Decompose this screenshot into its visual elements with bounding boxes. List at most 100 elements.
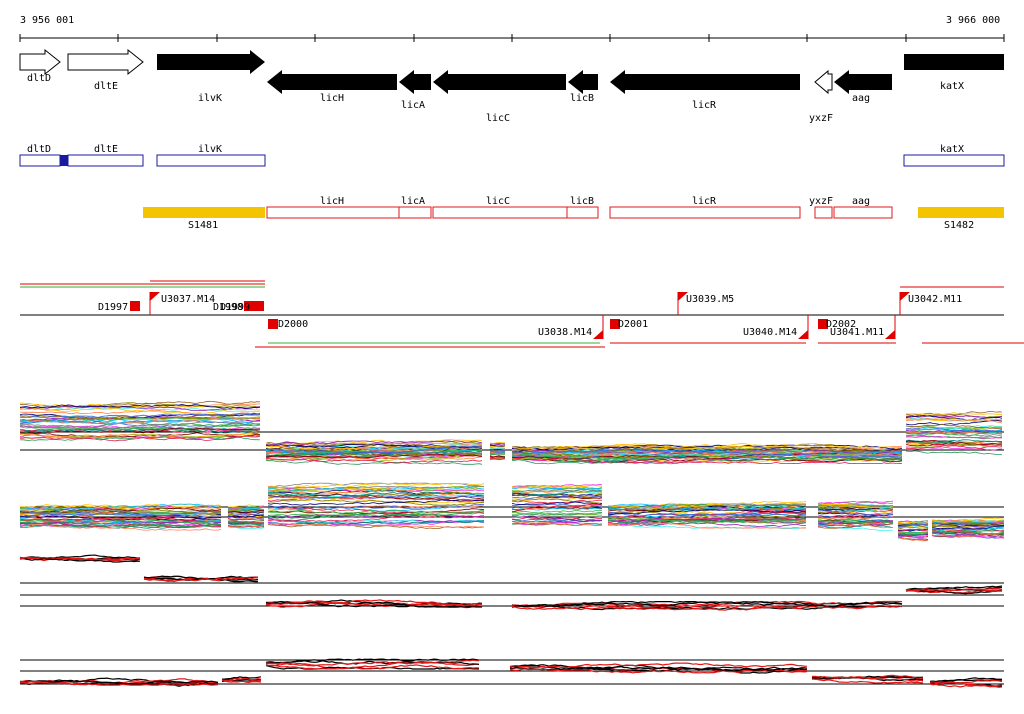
expression-profile-line: [267, 490, 485, 497]
expression-profile-line: [906, 446, 1003, 451]
blue-box-dltD[interactable]: [19, 154, 61, 167]
feature-U3039[interactable]: U3039.M5: [677, 292, 734, 315]
blue-box-dltE[interactable]: [67, 154, 144, 167]
expression-profile-line: [19, 504, 222, 511]
gene-arrow-licB[interactable]: licB: [568, 70, 598, 104]
expression-profile-line: [897, 537, 929, 542]
gene-arrow-licH[interactable]: licH: [267, 70, 397, 104]
feature-U3040[interactable]: U3040.M14: [743, 315, 809, 339]
expression-profile-line: [607, 524, 806, 530]
expression-profile-line: [607, 516, 807, 522]
expression-profile-line: [267, 491, 485, 499]
expression-profile-line: [19, 417, 260, 425]
expression-profile-line: [221, 679, 262, 683]
expression-profile-line: [19, 524, 222, 531]
expression-profile-line: [897, 531, 929, 535]
expression-profile-line: [607, 503, 807, 510]
feature-D1997[interactable]: D1997: [98, 301, 140, 313]
gene-label-licA: licA: [401, 100, 425, 111]
expression-profile-line: [265, 661, 480, 670]
expression-profile-line: [489, 449, 506, 452]
blue-box-katX[interactable]: [903, 154, 1005, 167]
expression-profile-line: [905, 450, 1002, 455]
gene-arrow-dltE[interactable]: dltE: [67, 48, 144, 92]
expression-profile-line: [19, 402, 261, 409]
expression-panel-3: [19, 554, 1004, 611]
expression-profile-line: [511, 448, 903, 457]
feature-label-U3038: U3038.M14: [538, 327, 592, 338]
feature-D1998[interactable]: D1998 D1999: [213, 301, 264, 313]
expression-profile-line: [265, 456, 483, 461]
blue-box-ilvK[interactable]: [156, 154, 266, 167]
expression-profile-line: [905, 410, 1003, 416]
feature-U3037[interactable]: U3037.M14: [149, 292, 215, 315]
expression-profile-line: [19, 520, 222, 527]
feature-U3041[interactable]: U3041.M11: [830, 315, 896, 339]
expression-profile-line: [511, 452, 903, 459]
blue-label-ilvK: ilvK: [198, 144, 222, 155]
gene-arrow-licC[interactable]: licC: [433, 70, 566, 124]
expression-profile-line: [817, 505, 894, 510]
gene-arrow-aag[interactable]: aag: [834, 70, 892, 104]
red-box-yxzF[interactable]: [814, 206, 833, 219]
expression-profile-line: [607, 509, 807, 515]
gene-arrow-katX[interactable]: katX: [904, 54, 1004, 92]
expression-profile-line: [265, 445, 482, 455]
expression-profile-line: [266, 659, 480, 667]
feature-U3042[interactable]: U3042.M11: [899, 292, 962, 315]
feature-label-U3040: U3040.M14: [743, 327, 797, 338]
expression-profile-line: [267, 508, 485, 515]
expression-profile-line: [489, 447, 506, 450]
red-box-licR[interactable]: [609, 206, 801, 219]
gene-label-aag: aag: [852, 93, 870, 104]
gene-label-katX: katX: [940, 81, 964, 92]
expression-profile-line: [266, 664, 480, 670]
expression-profile-line: [511, 445, 903, 450]
yellow-block-S1481[interactable]: [143, 207, 265, 218]
gene-arrow-yxzF[interactable]: yxzF: [809, 69, 833, 124]
ruler-start-label: 3 956 001: [20, 15, 74, 26]
expression-profile-line: [489, 457, 506, 460]
red-box-licB[interactable]: [566, 206, 599, 219]
expression-profile-line: [905, 419, 1003, 426]
expression-profile-line: [929, 683, 1003, 688]
expression-profile-line: [811, 678, 924, 684]
expression-profile-line: [931, 528, 1005, 532]
feature-D2000[interactable]: D2000: [268, 319, 308, 330]
expression-panel-2: [19, 482, 1005, 542]
feature-U3038[interactable]: U3038.M14: [538, 315, 604, 339]
expression-profile-line: [897, 534, 929, 538]
expression-profile-line: [897, 528, 929, 532]
blue-box-marker: [60, 155, 68, 166]
expression-profile-line: [817, 520, 894, 525]
gene-arrow-licR[interactable]: licR: [610, 70, 800, 111]
expression-profile-line: [265, 446, 483, 454]
gene-arrow-dltD[interactable]: dltD: [19, 48, 61, 84]
expression-profile-line: [489, 441, 506, 444]
expression-profile-line: [817, 500, 894, 504]
red-box-aag[interactable]: [833, 206, 893, 219]
ruler-ticks: [19, 34, 1005, 42]
gene-arrow-ilvK[interactable]: ilvK: [157, 50, 265, 104]
gene-arrow-licA[interactable]: licA: [399, 70, 431, 111]
expression-profile-line: [897, 532, 929, 536]
red-box-licA[interactable]: [398, 206, 432, 219]
expression-profile-line: [267, 518, 485, 524]
expression-profile-line: [143, 576, 259, 583]
feature-D2002[interactable]: D2002: [818, 319, 856, 330]
red-box-licH[interactable]: [266, 206, 400, 219]
expression-profile-line: [607, 517, 807, 524]
feature-D2001[interactable]: D2001: [610, 319, 648, 330]
expression-profile-line: [267, 482, 485, 489]
expression-profile-line: [267, 514, 485, 519]
coordinate-ruler: 3 956 001 3 966 000: [19, 15, 1005, 42]
red-box-licC[interactable]: [432, 206, 568, 219]
blue-annotation-track: dltD dltE ilvK katX: [19, 144, 1005, 167]
expression-profile-line: [490, 446, 506, 448]
expression-profile-line: [265, 599, 482, 608]
expression-profile-line: [511, 604, 903, 611]
yellow-block-S1482[interactable]: [918, 207, 1004, 218]
expression-profile-line: [511, 515, 603, 522]
expression-profile-line: [265, 439, 483, 445]
red-label-aag: aag: [852, 196, 870, 207]
